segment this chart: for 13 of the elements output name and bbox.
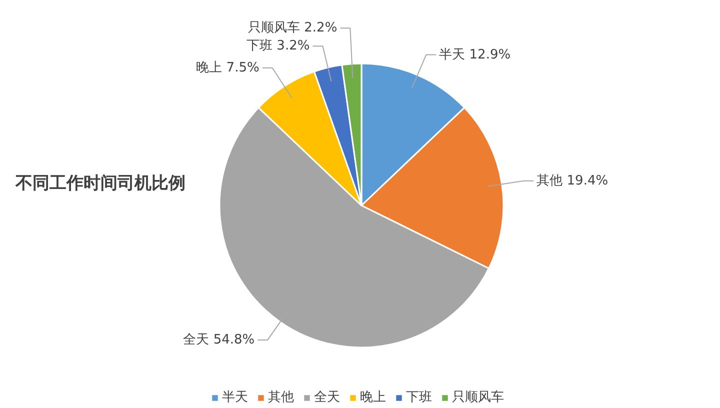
category-label: 晚上 7.5% xyxy=(196,60,260,76)
legend-label: 晚上 xyxy=(360,389,386,406)
category-label: 只顺风车 2.2% xyxy=(248,20,338,36)
category-label: 半天 12.9% xyxy=(439,47,511,62)
category-label: 下班 3.2% xyxy=(246,38,310,54)
legend-label: 全天 xyxy=(314,389,340,406)
text: 不同工作时间司机比例 xyxy=(14,174,186,194)
legend-label: 其他 xyxy=(268,389,294,406)
legend-label: 只顺风车 xyxy=(452,389,504,406)
category-label: 全天 54.8% xyxy=(183,332,255,348)
legend-label: 半天 xyxy=(222,389,248,406)
category-label: 其他 19.4% xyxy=(536,173,608,188)
legend-label: 下班 xyxy=(406,389,432,406)
